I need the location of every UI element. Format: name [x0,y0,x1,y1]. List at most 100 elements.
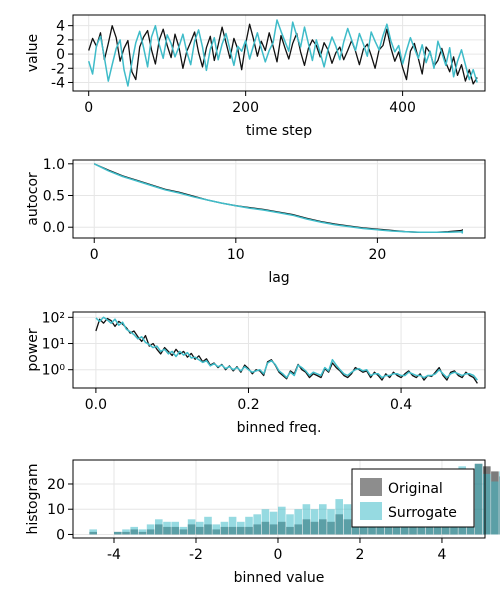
histogram-bar-surrogate [196,521,204,535]
histogram-y-ticks: 0 10 20 [47,477,73,543]
autocorrelation-plot-area [93,163,464,234]
histogram-bar-surrogate [171,521,179,535]
histogram-bar-surrogate [204,516,212,535]
histogram-bar-surrogate [163,521,171,535]
histogram-bar-surrogate [138,529,147,535]
autocorrelation-x-tick-label: 10 [227,247,245,263]
histogram-bar-surrogate [179,526,188,535]
legend-swatch-original [360,478,382,496]
power-spectrum-series-surrogate [95,316,478,381]
power-spectrum-y-tick-label: 10¹ [42,337,65,353]
timeseries-y-label: value [25,34,41,72]
autocorrelation-x-tick-label: 20 [368,247,386,263]
autocorrelation-y-ticks: 0.0 0.5 1.0 [43,157,73,236]
timeseries-x-tick-label: 200 [232,100,259,116]
histogram-bar-surrogate [327,509,335,535]
legend-label-surrogate: Surrogate [388,505,457,521]
histogram-bar-surrogate [237,521,245,535]
timeseries-frame [72,14,486,92]
timeseries-x-tick-label: 400 [389,100,416,116]
histogram-bar-surrogate [319,504,327,535]
histogram-bar-surrogate [228,516,237,535]
histogram-bar-surrogate [220,521,229,535]
autocorrelation-panel: 0 10 20 0.0 0.5 1.0 lag autocor [25,157,486,286]
autocorrelation-series-surrogate [93,163,464,234]
autocorrelation-y-label: autocor [25,172,41,226]
autocorrelation-x-ticks: 0 10 20 [90,238,386,263]
power-spectrum-x-tick-label: 0.4 [390,397,412,413]
timeseries-plot-area [87,19,478,87]
histogram-y-tick-label: 10 [47,502,65,518]
autocorrelation-series-original [93,163,463,234]
power-spectrum-series-original [95,317,478,384]
power-spectrum-y-label: power [25,328,41,372]
histogram-bar-surrogate [310,509,319,535]
histogram-x-tick-label: 2 [356,547,365,563]
timeseries-y-tick-label: 0 [56,47,65,63]
histogram-x-label: binned value [234,570,325,586]
histogram-bar-surrogate [245,516,253,535]
histogram-bar-surrogate [155,519,163,535]
histogram-x-tick-label: -4 [107,547,121,563]
autocorrelation-y-tick-label: 0.0 [43,220,65,236]
power-spectrum-plot-area [95,316,478,384]
histogram-bar-surrogate [212,524,220,535]
histogram-y-label: histogram [25,464,41,535]
autocorrelation-y-tick-label: 1.0 [43,157,65,173]
power-spectrum-y-ticks: 10⁰ 10¹ 10² [42,310,73,379]
histogram-bar-surrogate [302,504,311,535]
histogram-x-ticks: -4 -2 0 2 4 [107,538,446,563]
timeseries-series-surrogate [87,19,478,87]
histogram-bar-surrogate [130,526,138,535]
timeseries-y-tick-label: 4 [56,19,65,35]
timeseries-x-ticks: 0 200 400 [84,91,416,116]
power-spectrum-x-label: binned freq. [237,420,322,436]
histogram-bar-surrogate [122,529,130,535]
autocorrelation-frame [72,159,486,239]
histogram-bar-surrogate [89,529,97,535]
histogram-bar-surrogate [187,519,196,535]
power-spectrum-x-tick-label: 0.2 [237,397,259,413]
histogram-bar-surrogate [474,463,483,535]
histogram-bar-surrogate [286,514,294,535]
histogram-bar-surrogate [278,506,286,535]
timeseries-y-tick-label: 2 [56,33,65,49]
histogram-bar-surrogate [269,511,278,535]
histogram-bar-surrogate [261,509,270,535]
histogram-bar-surrogate [483,473,491,535]
histogram-bar-surrogate [114,531,122,535]
power-spectrum-panel: 0.0 0.2 0.4 10⁰ 10¹ 10² binned freq. power [25,310,486,436]
power-spectrum-x-ticks: 0.0 0.2 0.4 [85,388,412,413]
timeseries-y-tick-label: -2 [51,61,65,77]
histogram-bar-surrogate [294,509,302,535]
histogram-x-tick-label: -2 [189,547,203,563]
histogram-bar-surrogate [491,481,499,535]
autocorrelation-x-tick-label: 0 [90,247,99,263]
timeseries-y-tick-label: -4 [51,75,65,91]
legend-swatch-surrogate [360,502,382,520]
histogram-x-tick-label: 4 [437,547,446,563]
histogram-frame [72,459,486,539]
histogram-x-tick-label: 0 [274,547,283,563]
histogram-bar-surrogate [343,504,352,535]
timeseries-x-label: time step [246,123,312,139]
timeseries-x-tick-label: 0 [84,100,93,116]
power-spectrum-y-tick-label: 10⁰ [42,363,66,379]
histogram-y-tick-label: 20 [47,477,65,493]
power-spectrum-x-tick-label: 0.0 [85,397,107,413]
legend-label-original: Original [388,481,443,497]
histogram-bar-surrogate [146,524,155,535]
autocorrelation-x-label: lag [268,270,289,286]
power-spectrum-frame [72,311,486,389]
legend: Original Surrogate [351,468,475,528]
histogram-bar-surrogate [253,514,261,535]
autocorrelation-grid [73,160,485,238]
histogram-bar-surrogate [335,499,343,535]
histogram-panel: -4 -2 0 2 4 0 10 20 binned value histogram Ori… [25,459,500,586]
histogram-y-tick-label: 0 [56,527,65,543]
timeseries-series-original [88,23,478,85]
autocorrelation-y-tick-label: 0.5 [43,189,65,205]
